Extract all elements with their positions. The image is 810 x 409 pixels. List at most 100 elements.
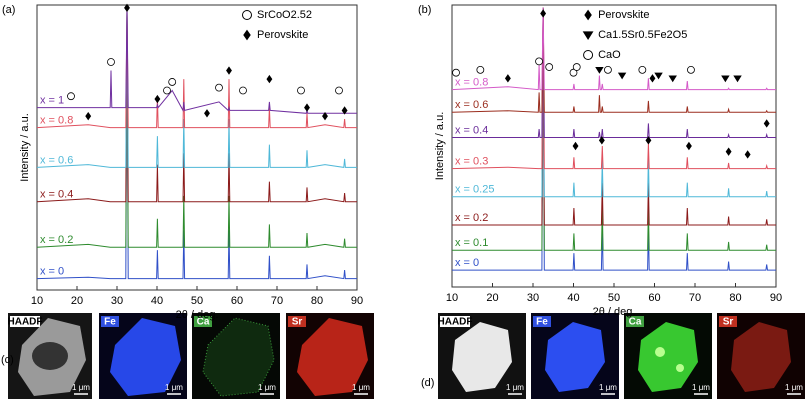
xrd-pattern [452,7,776,271]
legend-symbol [584,9,592,21]
scale-label: 1 μm [692,383,710,392]
legend-label: SrCoO2.52 [257,9,312,21]
phase-marker [163,86,171,95]
x-tick-label: 70 [689,292,701,304]
legend-symbol [582,31,594,40]
scale-label: 1 μm [506,383,524,392]
panel-label: (d) [421,377,434,389]
xrd-pattern [36,7,357,280]
xrd-pattern [36,7,357,203]
tile-label: HAADF [8,317,43,328]
phase-marker [266,74,273,84]
y-axis-title: Intensity / a.u. [434,112,446,180]
x-tick-label: 10 [446,292,458,304]
series-label: x = 1 [40,95,64,107]
series-label: x = 0.8 [40,114,73,126]
phase-marker [744,150,751,159]
tile-label-bg [101,316,119,327]
phase-marker [617,72,627,80]
x-tick-label: 10 [31,295,43,307]
phase-marker [535,57,543,66]
phase-marker [239,86,247,95]
tile-label: Ca [197,317,210,328]
series-label: x = 0 [40,266,64,278]
x-tick-label: 70 [271,295,283,307]
legend-symbol [243,29,251,41]
phase-marker [721,75,730,83]
series-label: x = 0.4 [455,124,488,136]
particle [452,322,512,392]
phase-marker [452,68,460,77]
phase-marker [540,9,547,18]
particle-core [32,342,68,370]
series-label: x = 0.25 [455,184,494,196]
scale-label: 1 μm [72,383,90,392]
phase-marker [504,74,511,83]
tile-label-bg [626,316,644,327]
xrd-pattern [451,7,776,91]
legend-label: Perovskite [598,9,649,21]
series-label: x = 0.1 [455,237,488,249]
series-label: x = 0.2 [40,234,73,246]
legend-symbol [241,10,253,20]
particle [638,322,698,392]
xrd-pattern [452,7,776,226]
phase-marker [638,65,647,74]
xrd-pattern [452,7,776,198]
x-tick-label: 50 [191,295,203,307]
phase-marker [154,94,161,104]
phase-marker [685,141,692,151]
tile-label: Fe [536,317,548,328]
legend-label: CaO [598,49,621,61]
tile-label-bg [10,316,40,327]
tile-label: Fe [104,317,116,328]
xrd-pattern [451,7,776,113]
series-label: x = 0.6 [455,99,488,111]
phase-marker [107,58,115,66]
micrograph-panel-d: HAADF 1 μm Fe 1 μm Ca 1 μm Sr 1 μm (d) [421,313,805,399]
x-tick-label: 80 [311,295,323,307]
phase-marker [67,92,75,101]
x-tick-label: 90 [351,295,363,307]
tile-label-bg [288,316,306,327]
phase-marker [569,68,578,77]
plot-frame [451,4,777,288]
panel-label: (b) [418,4,431,16]
phase-marker [763,119,770,128]
tile-label-bg [719,316,737,327]
phase-marker [725,147,732,156]
xrd-pattern [451,7,776,170]
x-tick-label: 60 [648,292,660,304]
phase-marker [204,109,210,118]
x-axis-title: 2θ / deg. [176,309,219,321]
particle-spot [676,364,684,372]
x-tick-label: 30 [111,295,123,307]
phase-marker [124,3,130,13]
xrd-pattern [452,7,776,251]
phase-marker [226,66,232,75]
series-label: x = 0.2 [455,212,488,224]
x-tick-label: 20 [71,295,83,307]
phase-marker [322,111,328,121]
particle [110,318,181,396]
tile-label: Sr [723,317,734,328]
xrd-pattern [37,7,357,114]
panel-label: (a) [2,4,15,16]
panel-label: (c) [1,354,14,366]
particle [202,317,275,397]
x-tick-label: 40 [567,292,579,304]
x-tick-label: 40 [151,295,163,307]
phase-marker [654,72,663,80]
tile-label-bg [194,316,212,327]
tile-label: HAADF [438,317,473,328]
phase-marker [572,141,579,151]
x-tick-label: 20 [486,292,498,304]
xrd-pattern [36,7,357,168]
xrd-pattern [36,7,357,248]
scale-label: 1 μm [785,383,803,392]
particle-spot [655,347,665,357]
series-label: x = 0.8 [455,77,488,89]
x-tick-label: 80 [729,292,741,304]
phase-marker [476,65,485,74]
